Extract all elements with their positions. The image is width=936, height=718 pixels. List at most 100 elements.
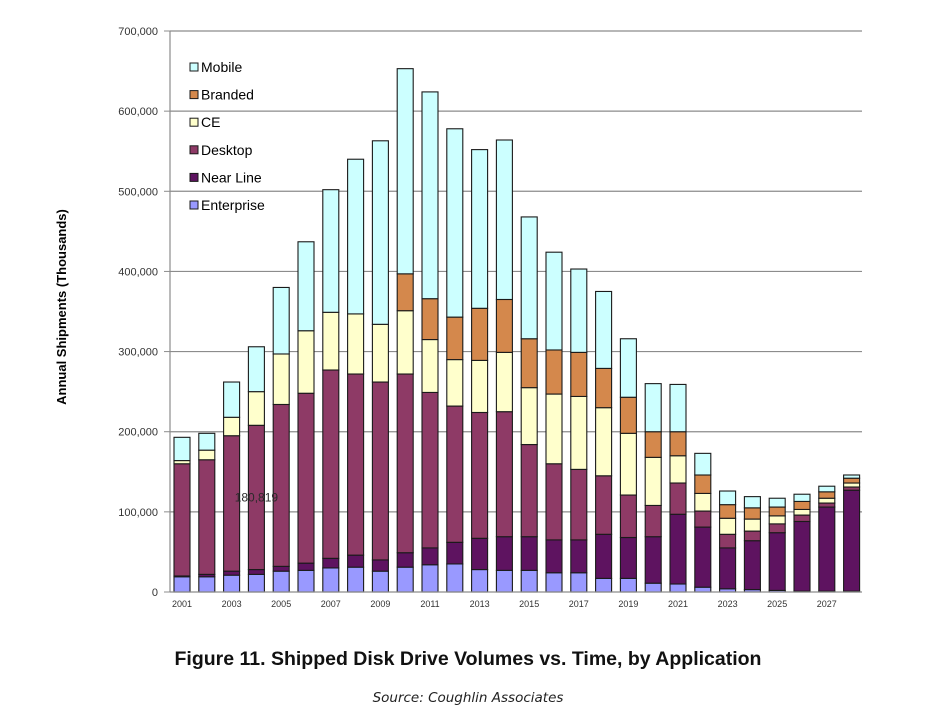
bar-stack-2001 [173, 436, 191, 593]
legend-swatch [189, 200, 199, 210]
bar-segment-enterprise-2006 [297, 569, 315, 593]
bar-stack-2008 [347, 158, 365, 593]
bar-segment-desktop-2012 [446, 405, 464, 543]
bar-segment-branded-2013 [471, 307, 489, 361]
y-tick-label: 0 [152, 587, 158, 599]
bar-segment-enterprise-2001 [173, 576, 191, 593]
bar-segment-near-line-2028 [843, 489, 861, 592]
bar-segment-ce-2003 [223, 416, 241, 437]
bar-segment-desktop-2025 [768, 523, 786, 534]
bar-segment-mobile-2011 [421, 91, 439, 300]
bar-segment-branded-2011 [421, 298, 439, 341]
bar-segment-ce-2013 [471, 359, 489, 414]
bar-segment-enterprise-2019 [619, 577, 637, 593]
legend-swatch [189, 172, 199, 182]
bar-segment-desktop-2010 [396, 373, 414, 554]
bar-segment-near-line-2012 [446, 541, 464, 565]
bar-segment-near-line-2022 [694, 526, 712, 588]
x-tick-label: 2021 [668, 599, 688, 609]
bar-stack-2023 [719, 490, 737, 593]
bars [173, 68, 861, 593]
bar-segment-desktop-2026 [793, 514, 811, 523]
bar-segment-mobile-2023 [719, 490, 737, 506]
bar-segment-desktop-2022 [694, 510, 712, 528]
bar-stack-2003 [223, 381, 241, 593]
bar-segment-branded-2016 [545, 349, 563, 395]
legend: Mobile Branded CE Desktop Near Line Enterpris… [189, 59, 265, 213]
bar-segment-desktop-2019 [619, 494, 637, 539]
legend-item-desktop: Desktop [189, 142, 253, 158]
legend-label: Mobile [201, 59, 242, 75]
bar-segment-near-line-2004 [247, 569, 265, 575]
bar-stack-2028 [843, 474, 861, 593]
bar-segment-mobile-2013 [471, 149, 489, 309]
legend-item-near-line: Near Line [189, 169, 262, 185]
bar-segment-enterprise-2014 [495, 569, 513, 593]
x-tick-label: 2011 [420, 599, 439, 609]
bar-segment-ce-2007 [322, 311, 340, 371]
bar-segment-near-line-2027 [818, 506, 836, 592]
bar-stack-2016 [545, 251, 563, 593]
bar-segment-mobile-2019 [619, 338, 637, 398]
bar-stack-2002 [198, 432, 216, 593]
bar-segment-desktop-2002 [198, 459, 216, 575]
legend-label: Desktop [201, 142, 253, 158]
x-tick-label: 2001 [172, 599, 192, 609]
x-axis-ticks: 2001 2003 2005 2007 2009 2011 2013 2015 2017 2019… [172, 599, 837, 609]
y-tick-label: 700,000 [118, 26, 158, 38]
y-tick-label: 500,000 [118, 186, 158, 198]
bar-segment-near-line-2021 [669, 513, 687, 585]
bar-segment-ce-2006 [297, 330, 315, 394]
bar-segment-desktop-2013 [471, 411, 489, 539]
bar-stack-2027 [818, 485, 836, 593]
bar-segment-ce-2020 [644, 456, 662, 506]
bar-segment-near-line-2008 [347, 554, 365, 568]
bar-stack-2022 [694, 452, 712, 593]
bar-stack-2015 [520, 216, 538, 593]
bar-stack-2009 [371, 140, 389, 593]
bar-stack-2011 [421, 91, 439, 593]
bar-segment-enterprise-2020 [644, 582, 662, 593]
bar-segment-ce-2012 [446, 359, 464, 407]
bar-segment-ce-2009 [371, 323, 389, 383]
bar-segment-enterprise-2008 [347, 566, 365, 593]
bar-segment-ce-2010 [396, 310, 414, 375]
bar-segment-branded-2010 [396, 273, 414, 312]
bar-segment-branded-2017 [570, 351, 588, 398]
bar-segment-branded-2024 [743, 507, 761, 520]
bar-segment-near-line-2011 [421, 547, 439, 566]
x-tick-label: 2025 [767, 599, 787, 609]
bar-segment-ce-2022 [694, 492, 712, 512]
bar-stack-2006 [297, 241, 315, 593]
bar-stack-2017 [570, 268, 588, 593]
y-axis-ticks: 0 100,000 200,000 300,000 400,000 500,000 600,… [118, 26, 170, 599]
bar-segment-branded-2015 [520, 338, 538, 389]
bar-segment-ce-2017 [570, 395, 588, 470]
bar-segment-desktop-2020 [644, 504, 662, 538]
y-tick-label: 300,000 [118, 347, 158, 359]
bar-segment-enterprise-2004 [247, 573, 265, 593]
bar-segment-branded-2012 [446, 316, 464, 361]
axes [169, 31, 862, 593]
annotations: 180,819 [235, 490, 279, 504]
bar-segment-ce-2005 [272, 353, 290, 406]
bar-segment-branded-2022 [694, 474, 712, 494]
bar-segment-near-line-2025 [768, 532, 786, 591]
bar-stack-2005 [272, 286, 290, 593]
bar-segment-branded-2027 [818, 491, 836, 499]
bar-segment-near-line-2005 [272, 565, 290, 572]
bar-stack-2004 [247, 346, 265, 593]
bar-segment-branded-2028 [843, 477, 861, 484]
bar-segment-near-line-2019 [619, 536, 637, 579]
bar-segment-enterprise-2011 [421, 564, 439, 593]
bar-segment-enterprise-2018 [595, 577, 613, 593]
bar-stack-2018 [595, 290, 613, 593]
bar-segment-mobile-2003 [223, 381, 241, 418]
bar-stack-2024 [743, 496, 761, 593]
bar-segment-mobile-2004 [247, 346, 265, 393]
bar-segment-near-line-2013 [471, 537, 489, 571]
bar-segment-enterprise-2013 [471, 569, 489, 593]
y-tick-label: 400,000 [118, 266, 158, 278]
bar-segment-ce-2024 [743, 518, 761, 532]
bar-segment-enterprise-2015 [520, 569, 538, 593]
